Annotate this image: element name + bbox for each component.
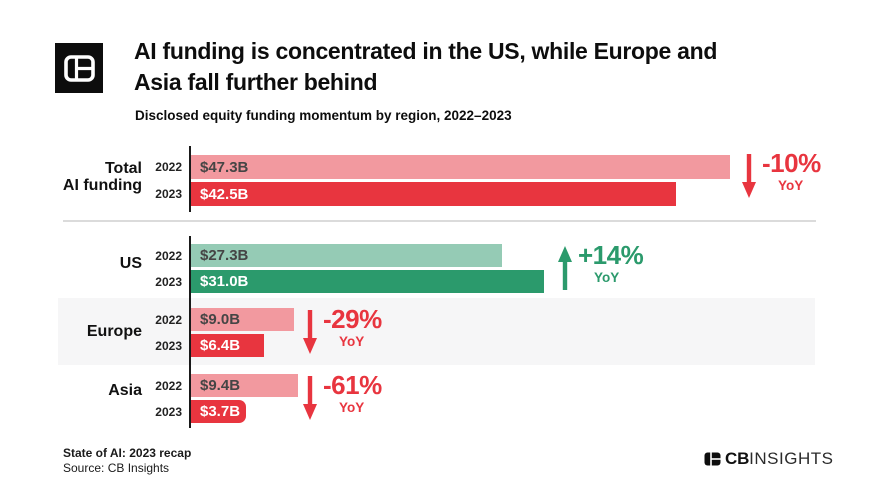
bar-row-europe-2022: 2022 $9.0B <box>150 308 294 331</box>
year-label: 2022 <box>155 160 182 174</box>
bar-value-label: $6.4B <box>200 337 241 354</box>
bar-value-label: $47.3B <box>200 158 249 176</box>
bar-value-label: $27.3B <box>200 247 249 264</box>
brand-cb-text: CB <box>725 449 750 468</box>
group-label-us: US <box>119 255 142 272</box>
bar-total-2023: $42.5B <box>191 182 676 206</box>
bar-row-total-2022: 2022 $47.3B <box>150 155 730 179</box>
yoy-total: -10% YoY <box>742 150 821 198</box>
group-label-asia: Asia <box>108 382 142 399</box>
yoy-percent: -10% <box>762 148 821 178</box>
yoy-text-block: -10% YoY <box>762 150 821 193</box>
yoy-text-block: -61% YoY <box>323 372 382 415</box>
bar-us-2023: $31.0B <box>191 270 544 293</box>
year-label: 2023 <box>155 274 182 289</box>
year-label: 2023 <box>155 338 182 353</box>
group-label-total: Total AI funding <box>62 160 142 194</box>
bar-row-asia-2022: 2022 $9.4B <box>150 374 298 397</box>
yoy-europe: -29% YoY <box>303 306 382 354</box>
bar-europe-2022: $9.0B <box>191 308 294 331</box>
page-title: AI funding is concentrated in the US, wh… <box>134 36 834 98</box>
window-mark-icon <box>704 452 721 466</box>
year-label: 2022 <box>155 312 182 327</box>
brand-insights-text: INSIGHTS <box>749 449 834 468</box>
axis-line-regions <box>189 236 191 428</box>
bar-asia-2022: $9.4B <box>191 374 298 397</box>
year-label: 2023 <box>155 404 182 419</box>
footnote: State of AI: 2023 recap Source: CB Insig… <box>63 446 191 476</box>
yoy-text-block: -29% YoY <box>323 306 382 349</box>
bar-value-label: $9.0B <box>200 311 241 328</box>
bar-total-2022: $47.3B <box>191 155 730 179</box>
bar-value-label: $42.5B <box>200 185 249 203</box>
arrow-up-icon <box>558 246 572 290</box>
yoy-sub-label: YoY <box>339 334 365 349</box>
footnote-source: Source: CB Insights <box>63 461 170 475</box>
section-divider <box>63 220 816 222</box>
axis-line-total <box>189 146 191 212</box>
page-subtitle: Disclosed equity funding momentum by reg… <box>135 108 512 123</box>
europe-row-background <box>58 298 815 365</box>
cb-insights-wordmark: CB INSIGHTS <box>704 449 833 469</box>
yoy-asia: -61% YoY <box>303 372 382 420</box>
bar-value-label: $3.7B <box>200 403 241 420</box>
yoy-percent: -29% <box>323 304 382 334</box>
bar-row-europe-2023: 2023 $6.4B <box>150 334 264 357</box>
footnote-title: State of AI: 2023 recap <box>63 446 192 460</box>
yoy-sub-label: YoY <box>339 400 365 415</box>
yoy-percent: -61% <box>323 370 382 400</box>
window-mark-icon <box>64 55 95 82</box>
arrow-down-icon <box>303 310 317 354</box>
yoy-percent: +14% <box>578 240 644 270</box>
bar-value-label: $9.4B <box>200 377 241 394</box>
cb-insights-logo-icon <box>55 43 103 93</box>
bar-row-us-2023: 2023 $31.0B <box>150 270 544 293</box>
arrow-down-icon <box>742 154 756 198</box>
bar-value-label: $31.0B <box>200 273 249 290</box>
yoy-us: +14% YoY <box>558 240 644 290</box>
bar-row-us-2022: 2022 $27.3B <box>150 244 502 267</box>
yoy-text-block: +14% YoY <box>578 240 644 285</box>
group-label-europe: Europe <box>86 323 142 340</box>
bar-row-asia-2023: 2023 $3.7B <box>150 400 246 423</box>
bar-europe-2023: $6.4B <box>191 334 264 357</box>
arrow-down-icon <box>303 376 317 420</box>
title-line-1: AI funding is concentrated in the US, wh… <box>134 38 718 64</box>
yoy-sub-label: YoY <box>594 270 620 285</box>
bar-asia-2023: $3.7B <box>191 400 246 423</box>
bar-row-total-2023: 2023 $42.5B <box>150 182 676 206</box>
title-line-2: Asia fall further behind <box>134 69 378 95</box>
year-label: 2023 <box>155 187 182 201</box>
year-label: 2022 <box>155 248 182 263</box>
bar-us-2022: $27.3B <box>191 244 502 267</box>
year-label: 2022 <box>155 378 182 393</box>
yoy-sub-label: YoY <box>778 178 804 193</box>
